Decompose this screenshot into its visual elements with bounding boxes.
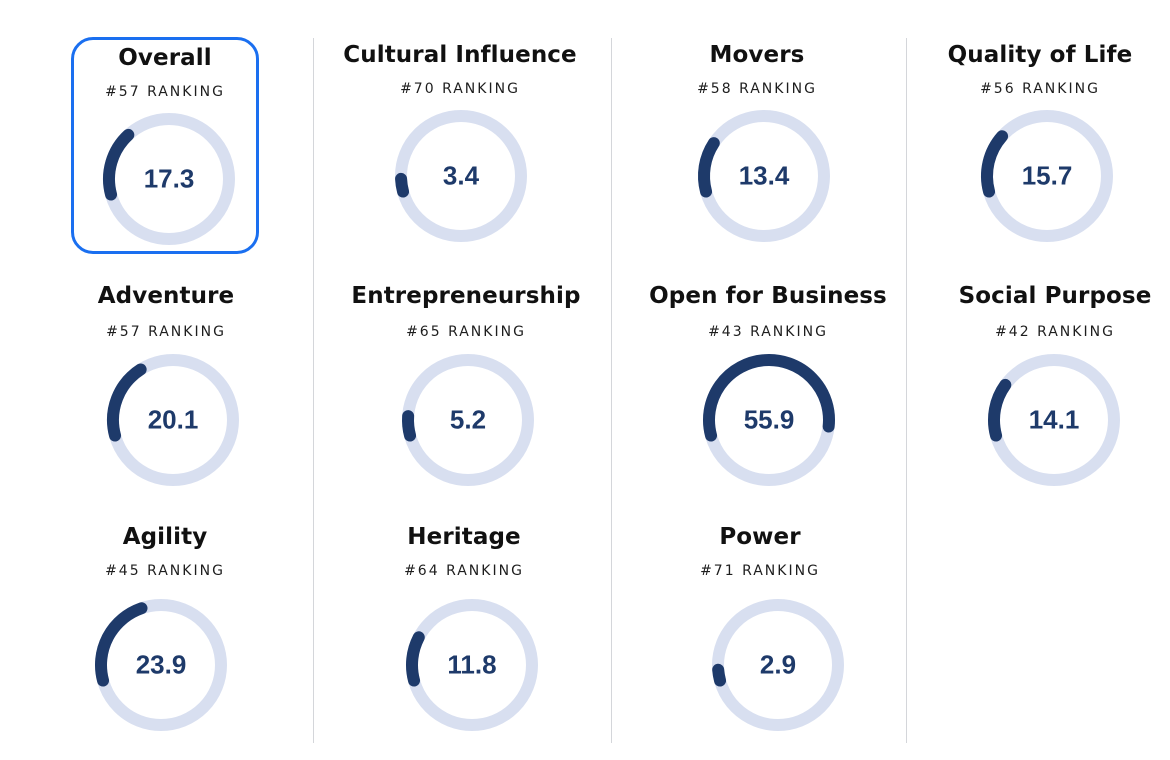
gauge-arc xyxy=(395,172,410,198)
gauge-arc xyxy=(402,410,417,442)
metric-score: 3.4 xyxy=(442,160,480,191)
divider-2 xyxy=(611,38,612,743)
metric-score: 17.3 xyxy=(143,163,195,194)
metric-gauge: 3.4 xyxy=(393,108,529,244)
metric-score: 15.7 xyxy=(1021,160,1073,191)
gauge-arc xyxy=(981,130,1009,198)
metric-gauge: 2.9 xyxy=(710,597,846,733)
metric-card-open-for-business[interactable]: Open for Business #43 RANKING 55.9 xyxy=(638,278,898,493)
metric-ranking: #58 RANKING xyxy=(697,81,817,97)
metric-gauge: 15.7 xyxy=(979,108,1115,244)
metric-score: 14.1 xyxy=(1028,404,1080,435)
metric-title: Open for Business xyxy=(649,283,887,309)
metric-ranking: #64 RANKING xyxy=(404,563,524,579)
metric-ranking: #45 RANKING xyxy=(105,563,225,579)
gauge-arc xyxy=(95,602,148,687)
metric-card-quality-of-life[interactable]: Quality of Life #56 RANKING 15.7 xyxy=(940,37,1140,252)
metric-score: 5.2 xyxy=(449,404,487,435)
metric-card-movers[interactable]: Movers #58 RANKING 13.4 xyxy=(657,37,857,252)
metric-card-cultural-influence[interactable]: Cultural Influence #70 RANKING 3.4 xyxy=(340,37,580,252)
metric-gauge: 17.3 xyxy=(101,111,237,247)
metric-title: Entrepreneurship xyxy=(351,283,581,309)
metric-ranking: #57 RANKING xyxy=(105,84,225,100)
metric-gauge: 5.2 xyxy=(400,352,536,488)
gauge-arc xyxy=(698,137,720,198)
gauge-arc xyxy=(712,663,727,687)
metric-ranking: #56 RANKING xyxy=(980,81,1100,97)
metric-card-power[interactable]: Power #71 RANKING 2.9 xyxy=(660,519,860,734)
metric-ranking: #42 RANKING xyxy=(995,324,1115,340)
metric-title: Power xyxy=(719,524,801,550)
metric-score: 2.9 xyxy=(759,649,797,680)
gauge-arc xyxy=(103,128,135,201)
metric-score: 13.4 xyxy=(738,160,790,191)
metric-card-heritage[interactable]: Heritage #64 RANKING 11.8 xyxy=(364,519,564,734)
metric-title: Heritage xyxy=(407,524,521,550)
metric-title: Movers xyxy=(709,42,805,68)
metric-card-overall[interactable]: Overall #57 RANKING 17.3 xyxy=(71,37,259,254)
metric-score: 20.1 xyxy=(147,404,199,435)
divider-3 xyxy=(906,38,907,743)
metric-card-entrepreneurship[interactable]: Entrepreneurship #65 RANKING 5.2 xyxy=(346,278,586,493)
metric-card-adventure[interactable]: Adventure #57 RANKING 20.1 xyxy=(66,278,266,493)
metric-ranking: #71 RANKING xyxy=(700,563,820,579)
metric-gauge: 14.1 xyxy=(986,352,1122,488)
metric-ranking: #70 RANKING xyxy=(400,81,520,97)
metric-title: Quality of Life xyxy=(947,42,1133,68)
metric-gauge: 13.4 xyxy=(696,108,832,244)
metric-gauge: 55.9 xyxy=(701,352,837,488)
metric-gauge: 20.1 xyxy=(105,352,241,488)
metric-gauge: 23.9 xyxy=(93,597,229,733)
metric-title: Adventure xyxy=(97,283,235,309)
metric-title: Social Purpose xyxy=(958,283,1152,309)
metric-title: Cultural Influence xyxy=(343,42,577,68)
metric-ranking: #65 RANKING xyxy=(406,324,526,340)
metric-title: Overall xyxy=(118,45,212,71)
metric-card-social-purpose[interactable]: Social Purpose #42 RANKING 14.1 xyxy=(955,278,1155,493)
metric-score: 55.9 xyxy=(743,404,795,435)
gauge-arc xyxy=(107,363,147,442)
divider-1 xyxy=(313,38,314,743)
metric-score: 23.9 xyxy=(135,649,187,680)
metric-score: 11.8 xyxy=(447,649,497,680)
metric-title: Agility xyxy=(122,524,208,550)
metric-gauge: 11.8 xyxy=(404,597,540,733)
gauge-arc xyxy=(703,354,835,442)
gauge-arc xyxy=(988,378,1012,442)
metric-card-agility[interactable]: Agility #45 RANKING 23.9 xyxy=(65,519,265,734)
gauge-arc xyxy=(406,631,425,687)
metric-ranking: #57 RANKING xyxy=(106,324,226,340)
metric-ranking: #43 RANKING xyxy=(708,324,828,340)
